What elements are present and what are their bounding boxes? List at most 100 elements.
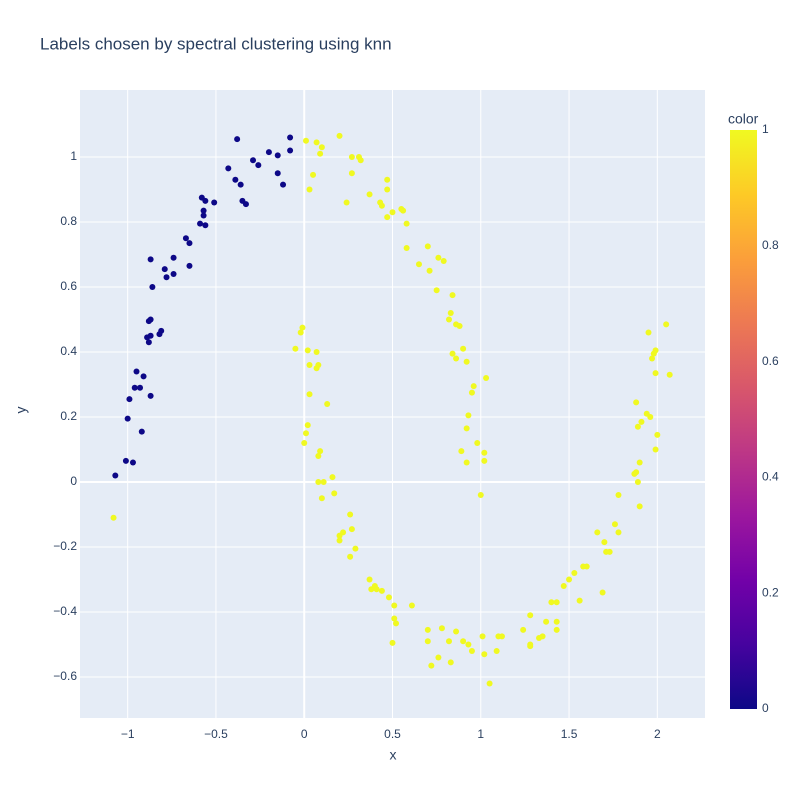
point <box>318 495 325 502</box>
point <box>493 648 500 655</box>
point <box>147 392 154 399</box>
point <box>122 457 129 464</box>
colorbar-tick-label: 0.2 <box>762 585 779 599</box>
chart-title: Labels chosen by spectral clustering usi… <box>40 34 392 53</box>
point <box>615 529 622 536</box>
x-tick-label: 1 <box>477 727 484 741</box>
point <box>634 423 641 430</box>
point <box>124 415 131 422</box>
point <box>352 545 359 552</box>
point <box>438 625 445 632</box>
colorbar <box>730 130 757 709</box>
point <box>384 214 391 221</box>
point <box>463 358 470 365</box>
point <box>453 628 460 635</box>
point <box>315 361 322 368</box>
point <box>347 511 354 518</box>
point <box>647 414 654 421</box>
point <box>636 459 643 466</box>
point <box>539 633 546 640</box>
x-tick-label: −0.5 <box>204 727 228 741</box>
point <box>237 181 244 188</box>
point <box>340 529 347 536</box>
point <box>566 576 573 583</box>
colorbar-tick-label: 1 <box>762 122 769 136</box>
point <box>449 292 456 299</box>
point <box>274 152 281 159</box>
point <box>348 526 355 533</box>
colorbar-tick-label: 0.4 <box>762 470 779 484</box>
point <box>663 321 670 328</box>
point <box>520 626 527 633</box>
point <box>347 553 354 560</box>
y-tick-label: 0.2 <box>60 409 77 423</box>
colorbar-tick-label: 0.8 <box>762 238 779 252</box>
point <box>313 348 320 355</box>
point <box>378 587 385 594</box>
point <box>498 633 505 640</box>
point <box>274 170 281 177</box>
point <box>373 586 380 593</box>
point <box>182 235 189 242</box>
point <box>453 355 460 362</box>
colorbar-tick-label: 0.6 <box>762 354 779 368</box>
point <box>186 262 193 269</box>
point <box>197 220 204 227</box>
point <box>170 270 177 277</box>
point <box>463 425 470 432</box>
point <box>329 474 336 481</box>
point <box>483 374 490 381</box>
point <box>594 529 601 536</box>
point <box>481 449 488 456</box>
point <box>652 446 659 453</box>
point <box>486 680 493 687</box>
x-tick-label: 0 <box>301 727 308 741</box>
point <box>242 201 249 208</box>
point <box>297 329 304 336</box>
point <box>317 150 324 157</box>
point <box>163 274 170 281</box>
point <box>583 563 590 570</box>
point <box>310 171 317 178</box>
point <box>126 396 133 403</box>
point <box>348 170 355 177</box>
point <box>527 641 534 648</box>
point <box>391 615 398 622</box>
point <box>481 457 488 464</box>
point <box>435 654 442 661</box>
point <box>280 181 287 188</box>
x-tick-label: 0.5 <box>384 727 401 741</box>
point <box>138 428 145 435</box>
point <box>615 492 622 499</box>
point <box>331 490 338 497</box>
point <box>479 633 486 640</box>
point <box>424 626 431 633</box>
point <box>465 641 472 648</box>
point <box>292 345 299 352</box>
point <box>633 469 640 476</box>
point <box>634 479 641 486</box>
point <box>460 345 467 352</box>
point <box>440 257 447 264</box>
point <box>170 254 177 261</box>
point <box>428 662 435 669</box>
point <box>299 324 306 331</box>
point <box>576 597 583 604</box>
x-tick-label: 2 <box>654 727 661 741</box>
point <box>348 153 355 160</box>
point <box>250 157 257 164</box>
point <box>460 638 467 645</box>
point <box>465 412 472 419</box>
point <box>306 186 313 193</box>
point <box>400 207 407 214</box>
point <box>225 165 232 172</box>
point <box>202 222 209 229</box>
point <box>649 355 656 362</box>
y-tick-label: 1 <box>70 149 77 163</box>
point <box>611 521 618 528</box>
point <box>599 589 606 596</box>
point <box>318 144 325 151</box>
point <box>468 648 475 655</box>
y-tick-label: 0.8 <box>60 214 77 228</box>
point <box>456 322 463 329</box>
